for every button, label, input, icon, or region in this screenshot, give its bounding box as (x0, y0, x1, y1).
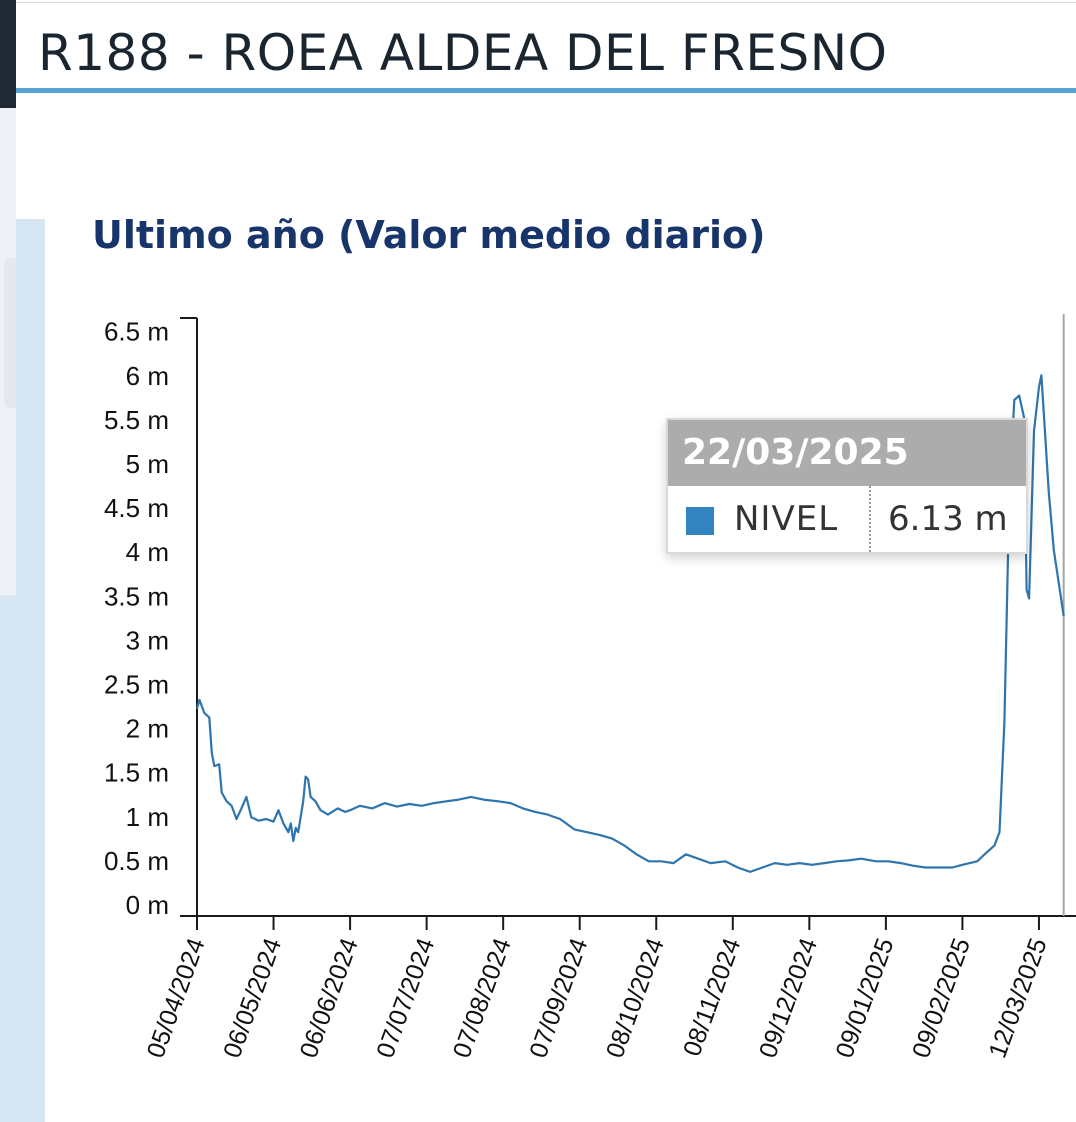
tooltip-row: NIVEL 6.13 m (668, 486, 1026, 552)
y-tick-label: 2 m (126, 714, 169, 744)
tooltip-separator (869, 486, 871, 552)
chart-title: Ultimo año (Valor medio diario) (92, 213, 766, 257)
x-tick-label: 09/12/2024 (754, 934, 823, 1061)
y-tick-label: 4 m (126, 537, 169, 567)
x-tick-label: 09/01/2025 (830, 934, 899, 1061)
tooltip: 22/03/2025 NIVEL 6.13 m (666, 418, 1028, 554)
y-tick-label: 1 m (126, 802, 169, 832)
series-line-nivel[interactable] (195, 374, 1065, 874)
tooltip-series-swatch (686, 507, 714, 535)
y-tick-label: 2.5 m (104, 670, 169, 700)
y-tick-label: 1.5 m (104, 758, 169, 788)
y-axis-ticks: 0 m 0.5 m 1 m 1.5 m 2 m 2.5 m 3 m 3.5 m 4 m 4.5 m… (104, 317, 197, 920)
y-tick-label: 3 m (126, 625, 169, 655)
background-panel-blue (0, 595, 16, 1122)
top-divider (16, 2, 1076, 3)
x-tick-label: 08/10/2024 (601, 934, 670, 1061)
x-tick-label: 05/04/2024 (142, 934, 211, 1061)
x-tick-label: 06/05/2024 (218, 934, 287, 1061)
y-tick-label: 5.5 m (104, 405, 169, 435)
x-tick-label: 07/07/2024 (371, 934, 440, 1061)
x-tick-label: 06/06/2024 (295, 934, 364, 1061)
background-panel-inner (4, 258, 16, 408)
chart-left-strip (16, 219, 45, 1122)
tooltip-value: 6.13 m (888, 499, 1008, 539)
tooltip-date: 22/03/2025 (668, 420, 1026, 486)
x-tick-label: 08/11/2024 (678, 934, 747, 1059)
x-axis-ticks: 05/04/2024 06/05/2024 06/06/2024 07/07/2024… (142, 916, 1053, 1062)
tooltip-series-name: NIVEL (734, 499, 839, 539)
y-tick-label: 0 m (126, 890, 169, 920)
y-tick-label: 5 m (126, 449, 169, 479)
y-tick-label: 6 m (126, 361, 169, 391)
station-title: R188 - ROEA ALDEA DEL FRESNO (38, 24, 888, 82)
y-tick-label: 4.5 m (104, 493, 169, 523)
y-tick-label: 6.5 m (104, 317, 169, 347)
x-tick-label: 07/09/2024 (524, 934, 593, 1061)
x-tick-label: 09/02/2025 (907, 934, 976, 1061)
x-tick-label: 12/03/2025 (983, 934, 1052, 1061)
x-tick-label: 07/08/2024 (448, 934, 517, 1061)
y-tick-label: 3.5 m (104, 581, 169, 611)
background-window-edge (0, 0, 16, 108)
y-tick-label: 0.5 m (104, 846, 169, 876)
station-title-underline (16, 88, 1076, 93)
